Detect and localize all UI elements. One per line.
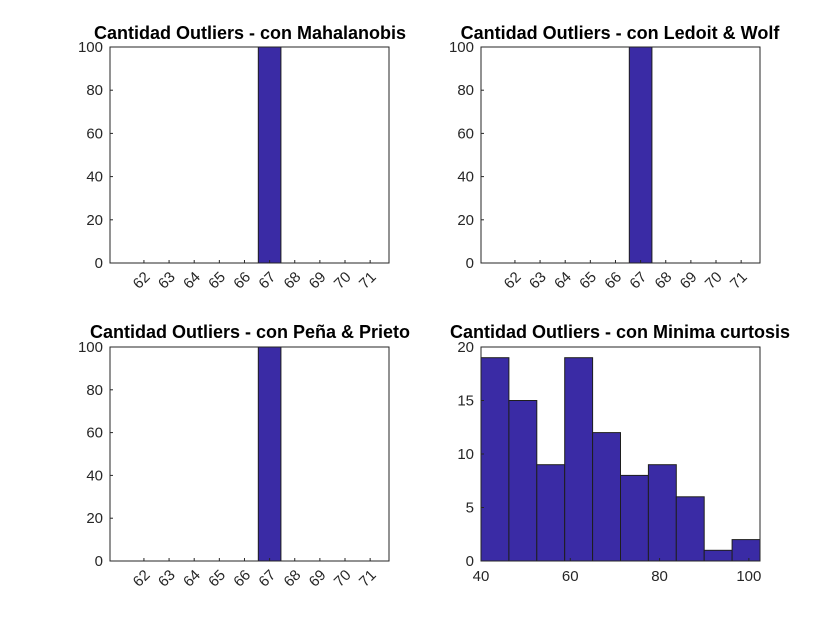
chart-ledoit-wolf: 62 63 64 65 66 67 68 69 70 71020406080100Cantidad… <box>449 23 780 292</box>
histogram-bin <box>731 539 761 562</box>
y-tick-label: 40 <box>457 169 474 186</box>
axes-frame-ledoit-wolf <box>480 46 761 264</box>
y-tick-label: 100 <box>449 39 474 56</box>
y-tick-label: 15 <box>457 393 474 410</box>
plot-area-ledoit-wolf <box>481 47 760 263</box>
y-tick-label: 0 <box>95 255 103 272</box>
bar-series-ledoit-wolf <box>628 46 653 264</box>
histogram-bin <box>536 464 566 562</box>
y-tick-label: 20 <box>86 510 103 527</box>
x-tick-label: 60 <box>562 568 579 585</box>
bar-series-mahalanobis <box>257 46 282 264</box>
y-tick-label: 100 <box>78 39 103 56</box>
y-tick-label: 60 <box>86 125 103 142</box>
bar-67 <box>257 46 282 264</box>
histogram-bin <box>620 474 649 562</box>
bar-67 <box>257 346 282 562</box>
bar-67 <box>628 46 653 264</box>
histogram-bin <box>508 400 538 562</box>
y-tick-label: 40 <box>86 467 103 484</box>
y-tick-label: 5 <box>466 500 474 517</box>
x-tick-label: 40 <box>473 568 490 585</box>
plot-area-pena-prieto <box>110 347 389 561</box>
y-tick-label: 80 <box>86 382 103 399</box>
y-tick-label: 0 <box>466 255 474 272</box>
bar-series-minima-curtosis <box>480 357 761 562</box>
histogram-bin <box>647 464 677 562</box>
axes-frame-minima-curtosis <box>480 346 761 562</box>
y-tick-label: 0 <box>466 553 474 570</box>
y-tick-label: 40 <box>86 169 103 186</box>
y-tick-label: 0 <box>95 553 103 570</box>
histogram-bin <box>480 357 510 562</box>
plot-area-mahalanobis <box>110 47 389 263</box>
axes-frame-pena-prieto <box>109 346 390 562</box>
x-tick-label: 80 <box>651 568 668 585</box>
bar-series-pena-prieto <box>257 346 282 562</box>
y-tick-label: 20 <box>457 339 474 356</box>
y-tick-label: 60 <box>457 125 474 142</box>
y-tick-label: 80 <box>457 82 474 99</box>
chart-mahalanobis: 62 63 64 65 66 67 68 69 70 71020406080100Cantidad… <box>78 23 406 292</box>
y-tick-label: 80 <box>86 82 103 99</box>
histogram-bin <box>675 496 705 562</box>
x-tick-label: 100 <box>736 568 761 585</box>
y-tick-label: 20 <box>457 212 474 229</box>
chart-title-ledoit-wolf: Cantidad Outliers - con Ledoit & Wolf <box>461 23 781 43</box>
histogram-bin <box>592 432 621 562</box>
histogram-bin <box>703 549 733 562</box>
chart-title-mahalanobis: Cantidad Outliers - con Mahalanobis <box>94 23 406 43</box>
chart-title-pena-prieto: Cantidad Outliers - con Peña & Prieto <box>90 322 410 342</box>
chart-title-minima-curtosis: Cantidad Outliers - con Minima curtosis <box>450 322 790 342</box>
y-tick-label: 10 <box>457 446 474 463</box>
histogram-bin <box>564 357 594 562</box>
axes-frame-mahalanobis <box>109 46 390 264</box>
chart-pena-prieto: 62 63 64 65 66 67 68 69 70 71020406080100Cantidad… <box>78 322 410 590</box>
y-tick-label: 100 <box>78 339 103 356</box>
y-tick-label: 60 <box>86 425 103 442</box>
y-tick-label: 20 <box>86 212 103 229</box>
